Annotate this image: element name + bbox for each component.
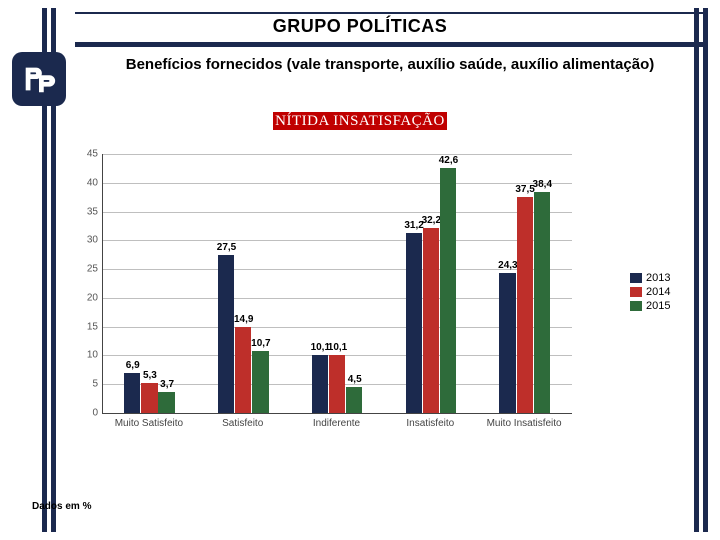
chart-ytick: 5	[74, 379, 98, 390]
warning-text: NÍTIDA INSATISFAÇÃO	[273, 112, 447, 130]
chart-category-label: Muito Insatisfeito	[487, 418, 562, 429]
chart-bar-value: 27,5	[217, 242, 236, 253]
chart-ytick: 25	[74, 264, 98, 275]
chart-bar	[406, 233, 422, 413]
chart-ytick: 0	[74, 408, 98, 419]
chart-bar	[252, 351, 268, 413]
legend-swatch	[630, 301, 642, 311]
legend-item: 2015	[630, 300, 670, 312]
chart-bar-value: 10,7	[251, 338, 270, 349]
chart-bar	[499, 273, 515, 413]
right-pipe-decoration	[694, 8, 708, 532]
legend-item: 2014	[630, 286, 670, 298]
brand-logo	[12, 52, 66, 106]
chart-bar-value: 42,6	[439, 155, 458, 166]
chart-bar	[517, 197, 533, 413]
legend-swatch	[630, 273, 642, 283]
chart-bar-value: 6,9	[126, 360, 140, 371]
chart-ytick: 20	[74, 292, 98, 303]
chart-bar	[141, 383, 157, 414]
chart-bar	[218, 255, 234, 413]
chart-ytick: 10	[74, 350, 98, 361]
chart-gridline	[103, 212, 572, 213]
chart-subtitle: Benefícios fornecidos (vale transporte, …	[120, 56, 660, 75]
legend-label: 2013	[646, 272, 670, 284]
chart-category-label: Indiferente	[313, 418, 360, 429]
chart-ytick: 15	[74, 321, 98, 332]
chart-bar	[440, 168, 456, 413]
chart-ytick: 30	[74, 235, 98, 246]
chart-bar-value: 32,2	[422, 215, 441, 226]
chart-bar	[124, 373, 140, 413]
header-rule-thick	[75, 42, 705, 47]
legend-label: 2014	[646, 286, 670, 298]
chart-gridline	[103, 154, 572, 155]
chart-category-label: Muito Satisfeito	[115, 418, 183, 429]
chart-plot-area: 6,95,33,727,514,910,710,110,14,531,232,2…	[102, 154, 572, 414]
chart-bar-value: 5,3	[143, 370, 157, 381]
chart-category-label: Satisfeito	[222, 418, 263, 429]
legend-label: 2015	[646, 300, 670, 312]
chart-bar-value: 10,1	[328, 342, 347, 353]
chart-bar	[235, 327, 251, 413]
warning-banner: NÍTIDA INSATISFAÇÃO	[0, 112, 720, 130]
header-rule-thin	[75, 12, 705, 14]
legend-swatch	[630, 287, 642, 297]
chart-gridline	[103, 240, 572, 241]
chart-bar	[423, 228, 439, 413]
chart-ytick: 40	[74, 177, 98, 188]
legend-item: 2013	[630, 272, 670, 284]
chart-bar	[329, 355, 345, 413]
chart-ytick: 35	[74, 206, 98, 217]
chart-bar-value: 14,9	[234, 314, 253, 325]
chart: 6,95,33,727,514,910,710,110,14,531,232,2…	[74, 148, 614, 458]
page-title: GRUPO POLÍTICAS	[0, 16, 720, 37]
footnote: Dados em %	[32, 501, 91, 512]
chart-category-label: Insatisfeito	[406, 418, 454, 429]
chart-bar	[534, 192, 550, 413]
chart-bar-value: 4,5	[348, 374, 362, 385]
chart-bar	[312, 355, 328, 413]
brand-logo-icon	[20, 60, 58, 98]
chart-bar-value: 24,3	[498, 260, 517, 271]
chart-bar	[346, 387, 362, 413]
chart-bar-value: 38,4	[533, 179, 552, 190]
chart-ytick: 45	[74, 149, 98, 160]
chart-bar	[158, 392, 174, 413]
chart-gridline	[103, 183, 572, 184]
chart-legend: 2013 2014 2015	[630, 270, 670, 314]
chart-bar-value: 3,7	[160, 379, 174, 390]
